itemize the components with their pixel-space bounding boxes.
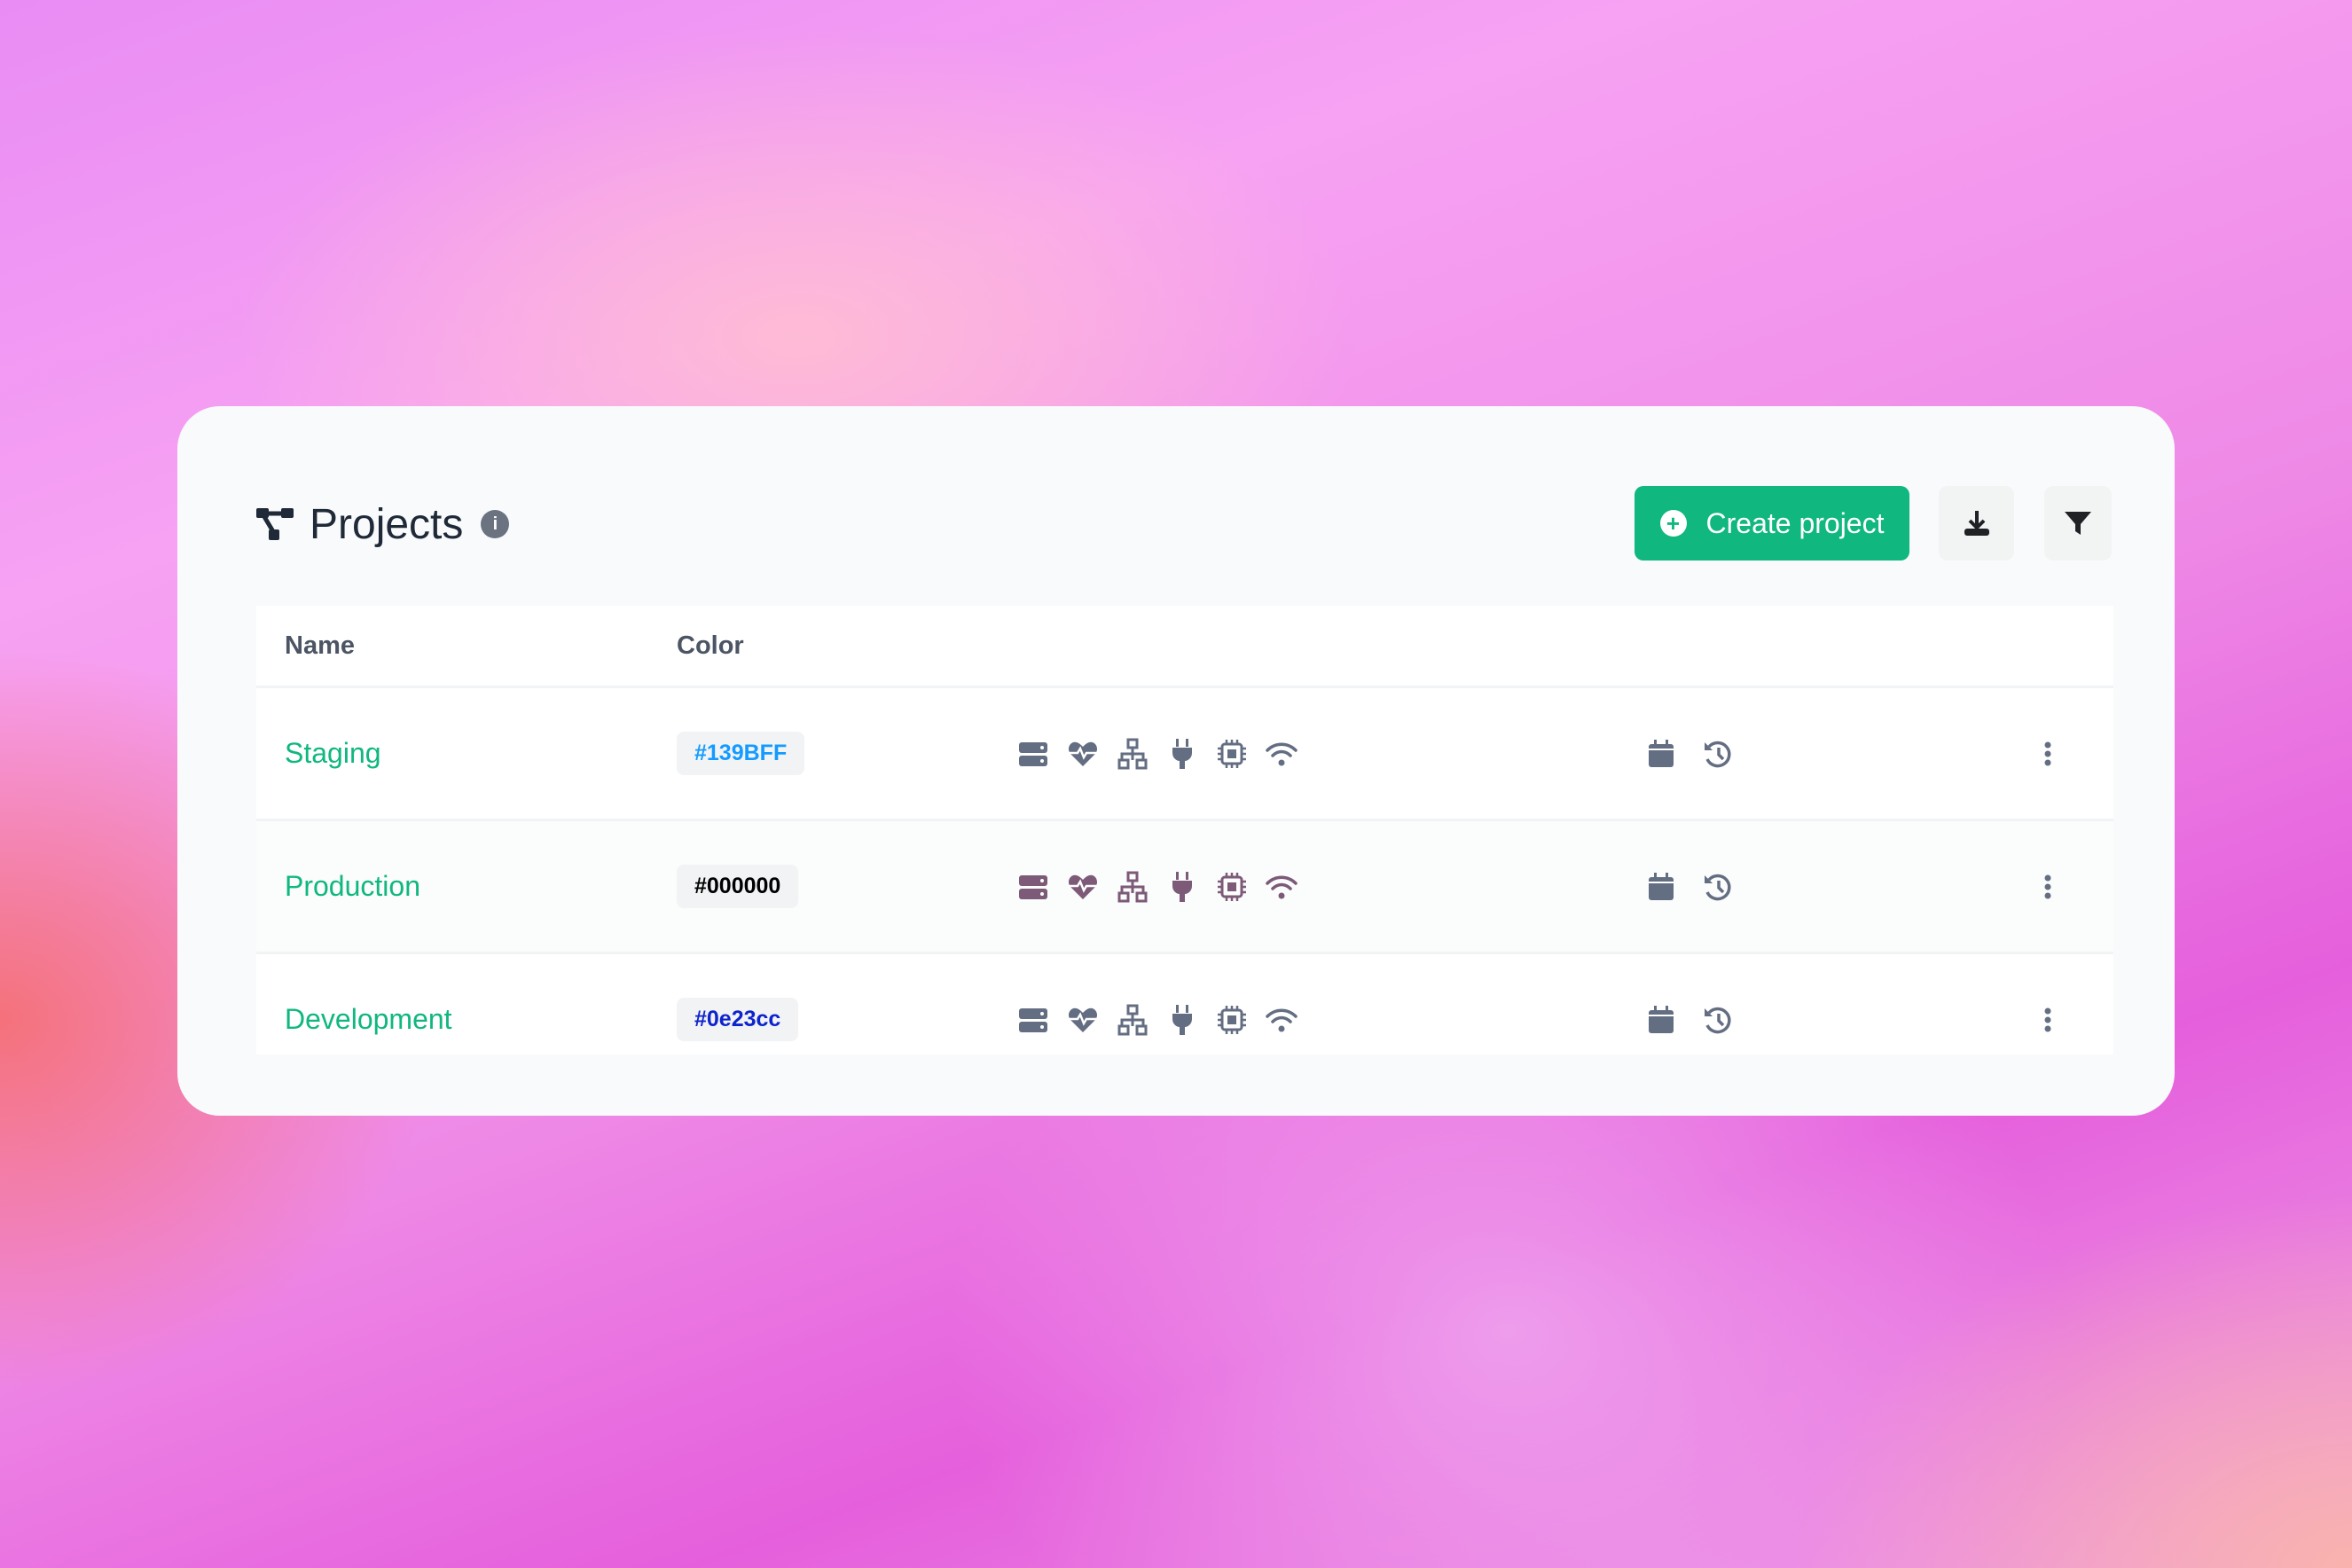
chip-icon[interactable] xyxy=(1216,738,1248,770)
network-icon[interactable] xyxy=(1117,871,1149,903)
plug-icon[interactable] xyxy=(1166,738,1198,770)
projects-card: Projects i + Create project Name Color S… xyxy=(177,406,2175,1116)
table-row[interactable]: Development #0e23cc xyxy=(256,954,2113,1054)
filter-button[interactable] xyxy=(2044,486,2112,561)
table-header: Name Color xyxy=(256,606,2113,688)
info-circle-icon[interactable]: i xyxy=(481,510,510,538)
history-icon[interactable] xyxy=(1702,1004,1734,1036)
create-project-label: Create project xyxy=(1705,506,1885,539)
project-name-link[interactable]: Staging xyxy=(285,737,381,769)
projects-table: Name Color Staging #139BFF Production #0… xyxy=(256,606,2113,1054)
color-badge: #000000 xyxy=(677,865,799,908)
table-row[interactable]: Production #000000 xyxy=(256,821,2113,954)
column-header-color[interactable]: Color xyxy=(677,631,744,660)
project-name-link[interactable]: Development xyxy=(285,1003,452,1035)
page-header: Projects i xyxy=(256,495,510,553)
network-icon[interactable] xyxy=(1117,1004,1149,1036)
wifi-icon[interactable] xyxy=(1266,738,1298,770)
heartbeat-icon[interactable] xyxy=(1067,1004,1099,1036)
create-project-button[interactable]: + Create project xyxy=(1635,486,1909,561)
page-title: Projects xyxy=(310,500,464,548)
column-header-name[interactable]: Name xyxy=(285,631,355,660)
color-badge: #0e23cc xyxy=(677,998,799,1041)
server-icon[interactable] xyxy=(1017,738,1049,770)
wifi-icon[interactable] xyxy=(1266,871,1298,903)
server-icon[interactable] xyxy=(1017,1004,1049,1036)
wifi-icon[interactable] xyxy=(1266,1004,1298,1036)
network-icon[interactable] xyxy=(1117,738,1149,770)
more-vertical-icon[interactable] xyxy=(2032,871,2064,903)
color-badge: #139BFF xyxy=(677,732,805,775)
calendar-icon[interactable] xyxy=(1645,1004,1677,1036)
plus-circle-icon: + xyxy=(1659,510,1687,537)
history-icon[interactable] xyxy=(1702,738,1734,770)
color-cell: #0e23cc xyxy=(677,998,799,1041)
download-button[interactable] xyxy=(1939,486,2014,561)
table-row[interactable]: Staging #139BFF xyxy=(256,688,2113,821)
project-name-link[interactable]: Production xyxy=(285,870,420,902)
project-diagram-icon xyxy=(256,508,294,540)
heartbeat-icon[interactable] xyxy=(1067,871,1099,903)
chip-icon[interactable] xyxy=(1216,1004,1248,1036)
download-icon xyxy=(1964,511,1989,536)
more-vertical-icon[interactable] xyxy=(2032,738,2064,770)
history-icon[interactable] xyxy=(1702,871,1734,903)
plug-icon[interactable] xyxy=(1166,1004,1198,1036)
calendar-icon[interactable] xyxy=(1645,738,1677,770)
more-vertical-icon[interactable] xyxy=(2032,1004,2064,1036)
filter-icon xyxy=(2065,512,2091,535)
heartbeat-icon[interactable] xyxy=(1067,738,1099,770)
server-icon[interactable] xyxy=(1017,871,1049,903)
plug-icon[interactable] xyxy=(1166,871,1198,903)
chip-icon[interactable] xyxy=(1216,871,1248,903)
color-cell: #000000 xyxy=(677,865,799,908)
calendar-icon[interactable] xyxy=(1645,871,1677,903)
color-cell: #139BFF xyxy=(677,732,805,775)
